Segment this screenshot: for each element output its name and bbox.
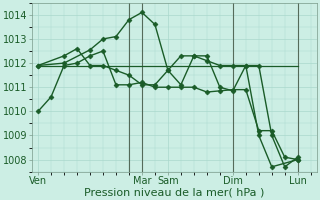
X-axis label: Pression niveau de la mer( hPa ): Pression niveau de la mer( hPa ) bbox=[84, 187, 265, 197]
